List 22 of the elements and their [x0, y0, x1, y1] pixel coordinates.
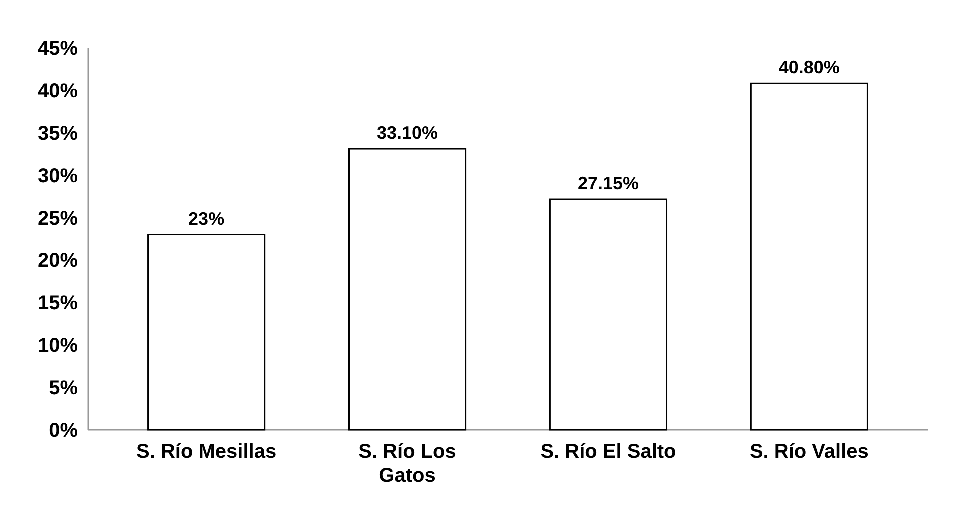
y-tick-label: 15%: [38, 292, 78, 315]
bar: [348, 148, 467, 431]
data-label: 33.10%: [376, 123, 438, 144]
x-tick-label: S. Río Los Gatos: [358, 441, 456, 487]
y-tick-label: 25%: [38, 208, 78, 230]
x-tick-label: S. Río Valles: [750, 441, 869, 463]
x-tick-label: S. Río Mesillas: [136, 441, 277, 463]
data-label: 27.15%: [578, 174, 640, 194]
bar: [549, 198, 668, 431]
x-tick-label: S. Río El Salto: [540, 441, 676, 463]
data-label: 23%: [188, 208, 225, 229]
bar: [148, 234, 266, 431]
y-tick-label: 40%: [38, 80, 78, 102]
y-tick-label: 30%: [38, 165, 78, 188]
y-tick-label: 45%: [38, 38, 78, 60]
y-tick-label: 0%: [49, 420, 78, 442]
y-tick-label: 20%: [38, 250, 78, 272]
y-tick-label: 10%: [38, 335, 78, 358]
y-tick-label: 35%: [38, 122, 78, 145]
y-tick-label: 5%: [49, 378, 78, 400]
data-label: 40.80%: [778, 58, 840, 78]
bar: [750, 82, 868, 431]
